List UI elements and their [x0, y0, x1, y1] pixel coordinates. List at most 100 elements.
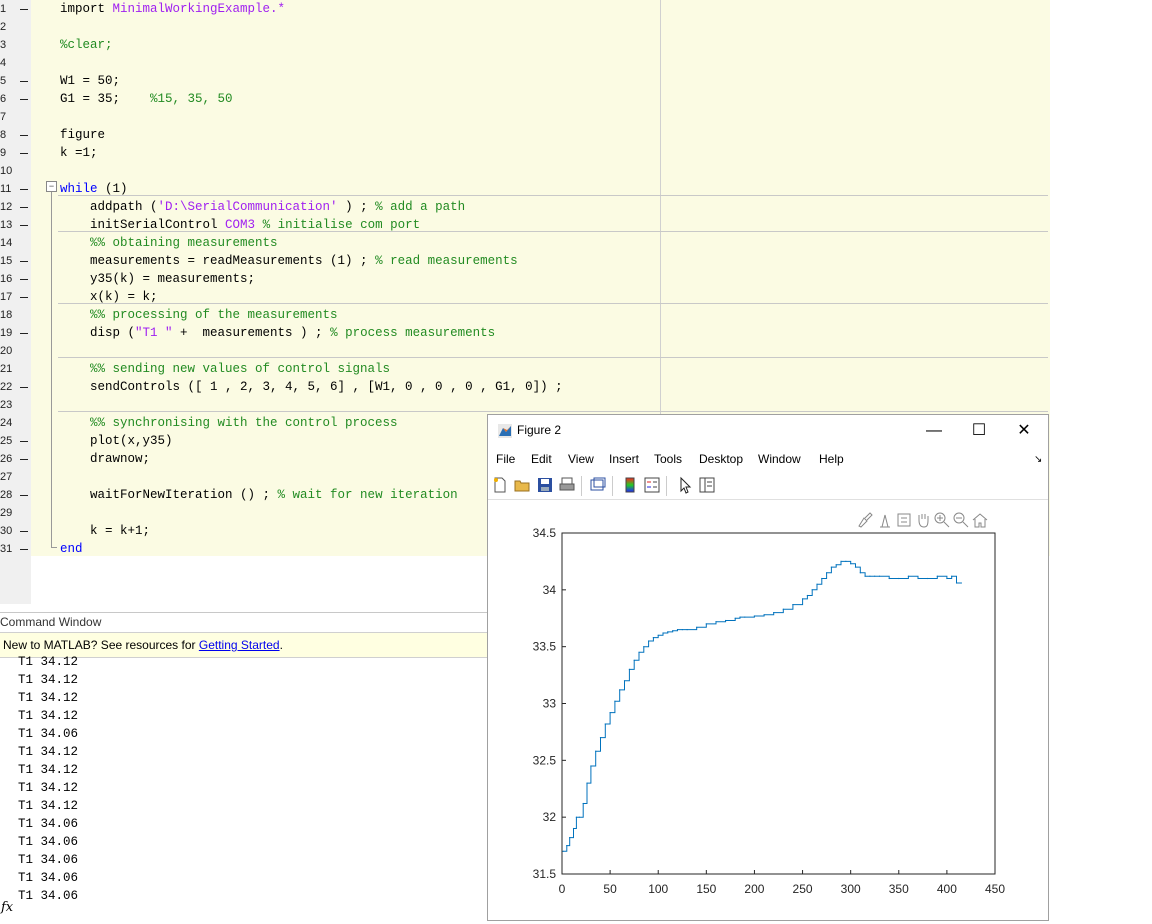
breakpoint-marker[interactable] — [20, 459, 28, 460]
zoom-in-icon[interactable] — [933, 511, 951, 529]
line-number: 19 — [0, 327, 13, 339]
breakpoint-marker[interactable] — [20, 333, 28, 334]
close-button[interactable]: ✕ — [1017, 422, 1031, 439]
figure-toolbar — [488, 473, 1048, 500]
menu-window[interactable]: Window — [758, 452, 801, 466]
data-tips-icon[interactable] — [876, 511, 894, 529]
x-tick-label: 150 — [696, 882, 716, 896]
code-token: 'D:\SerialCommunication' — [157, 200, 338, 214]
fold-collapse-icon[interactable]: − — [46, 181, 57, 192]
menu-edit[interactable]: Edit — [531, 452, 552, 466]
code-token: measurements = readMeasurements (1) ; — [60, 254, 376, 268]
line-number: 22 — [0, 381, 13, 393]
code-token: y35(k) = measurements; — [60, 272, 256, 286]
data-point — [763, 614, 765, 616]
colorbar-icon[interactable] — [621, 476, 639, 494]
figure-window[interactable]: Figure 2 — ☐ ✕ File Edit View Insert Too… — [487, 414, 1049, 921]
new-figure-icon[interactable] — [491, 476, 509, 494]
line-number: 30 — [0, 525, 13, 537]
line-number: 6 — [0, 93, 7, 105]
data-point — [623, 680, 626, 682]
breakpoint-marker[interactable] — [20, 135, 28, 136]
menu-view[interactable]: View — [568, 452, 594, 466]
y-tick-label: 32.5 — [533, 753, 557, 767]
breakpoint-marker[interactable] — [20, 207, 28, 208]
brush-icon[interactable] — [856, 511, 874, 529]
code-token: initSerialControl — [60, 218, 226, 232]
minimize-button[interactable]: — — [926, 422, 942, 439]
code-text: import MinimalWorkingExample.* — [60, 0, 285, 18]
breakpoint-marker[interactable] — [20, 387, 28, 388]
property-inspector-icon[interactable] — [698, 476, 716, 494]
code-token: %% synchronising with the control proces… — [60, 416, 398, 430]
save-icon[interactable] — [536, 476, 554, 494]
x-tick-label: 300 — [841, 882, 861, 896]
fold-end — [51, 547, 57, 548]
menu-insert[interactable]: Insert — [609, 452, 640, 466]
plot-area[interactable]: 0 50 100 150 200 250 300 350 400 450 31.5 32 32.5 33 3… — [488, 515, 1048, 915]
breakpoint-marker[interactable] — [20, 189, 28, 190]
fold-line — [51, 192, 52, 548]
cell-divider — [58, 195, 1048, 196]
maximize-button[interactable]: ☐ — [971, 422, 987, 439]
print-icon[interactable] — [558, 476, 576, 494]
data-point — [662, 632, 664, 634]
line-number: 5 — [0, 75, 7, 87]
data-point — [614, 700, 616, 702]
home-restore-view-icon[interactable] — [971, 511, 989, 529]
line-number: 18 — [0, 309, 13, 321]
axes-box — [561, 532, 996, 875]
breakpoint-marker[interactable] — [20, 153, 28, 154]
legend-icon[interactable] — [643, 476, 661, 494]
breakpoint-marker[interactable] — [20, 441, 28, 442]
menu-desktop[interactable]: Desktop — [699, 452, 744, 466]
select-region-icon[interactable] — [895, 511, 913, 529]
breakpoint-marker[interactable] — [20, 549, 28, 550]
breakpoint-marker[interactable] — [20, 81, 28, 82]
breakpoint-marker[interactable] — [20, 99, 28, 100]
open-file-icon[interactable] — [513, 476, 531, 494]
dock-arrow-icon[interactable]: ↘ — [1034, 454, 1043, 465]
breakpoint-marker[interactable] — [20, 225, 28, 226]
code-token: % wait for new iteration — [277, 488, 458, 502]
code-text: %% obtaining measurements — [60, 234, 278, 252]
code-text: initSerialControl COM3 % initialise com … — [60, 216, 420, 234]
figure-title-bar[interactable]: Figure 2 — ☐ ✕ — [488, 415, 1048, 447]
breakpoint-marker[interactable] — [20, 261, 28, 262]
line-number: 24 — [0, 417, 13, 429]
zoom-out-icon[interactable] — [952, 511, 970, 529]
code-token: import — [60, 2, 113, 16]
x-tick-label: 250 — [793, 882, 813, 896]
fx-prompt-icon[interactable]: fx — [1, 900, 14, 915]
breakpoint-marker[interactable] — [20, 279, 28, 280]
line-number: 31 — [0, 543, 13, 555]
line-number: 7 — [0, 111, 7, 123]
data-point — [569, 837, 571, 839]
link-plot-icon[interactable] — [589, 476, 607, 494]
line-number: 15 — [0, 255, 13, 267]
command-output-line: T1 34.12 — [18, 655, 79, 669]
menu-help[interactable]: Help — [819, 452, 844, 466]
pan-hand-icon[interactable] — [914, 511, 932, 529]
line-number: 17 — [0, 291, 13, 303]
menu-tools[interactable]: Tools — [654, 452, 683, 466]
menu-file[interactable]: File — [496, 452, 516, 466]
command-window[interactable]: Command Window New to MATLAB? See resour… — [0, 612, 488, 924]
code-text: %clear; — [60, 36, 113, 54]
x-tick-label: 100 — [648, 882, 668, 896]
code-text: k =1; — [60, 144, 98, 162]
data-point — [609, 712, 611, 714]
edit-plot-arrow-icon[interactable] — [676, 476, 694, 494]
breakpoint-marker[interactable] — [20, 495, 28, 496]
code-token: G1 = 35; — [60, 92, 151, 106]
command-output-line: T1 34.12 — [18, 673, 79, 687]
command-window-title: Command Window — [0, 615, 102, 629]
data-point — [643, 646, 645, 648]
line-number: 28 — [0, 489, 13, 501]
getting-started-link[interactable]: Getting Started — [198, 638, 280, 652]
breakpoint-marker[interactable] — [20, 9, 28, 10]
breakpoint-marker[interactable] — [20, 531, 28, 532]
code-token: while — [60, 182, 98, 196]
breakpoint-marker[interactable] — [20, 297, 28, 298]
data-point — [898, 577, 900, 580]
